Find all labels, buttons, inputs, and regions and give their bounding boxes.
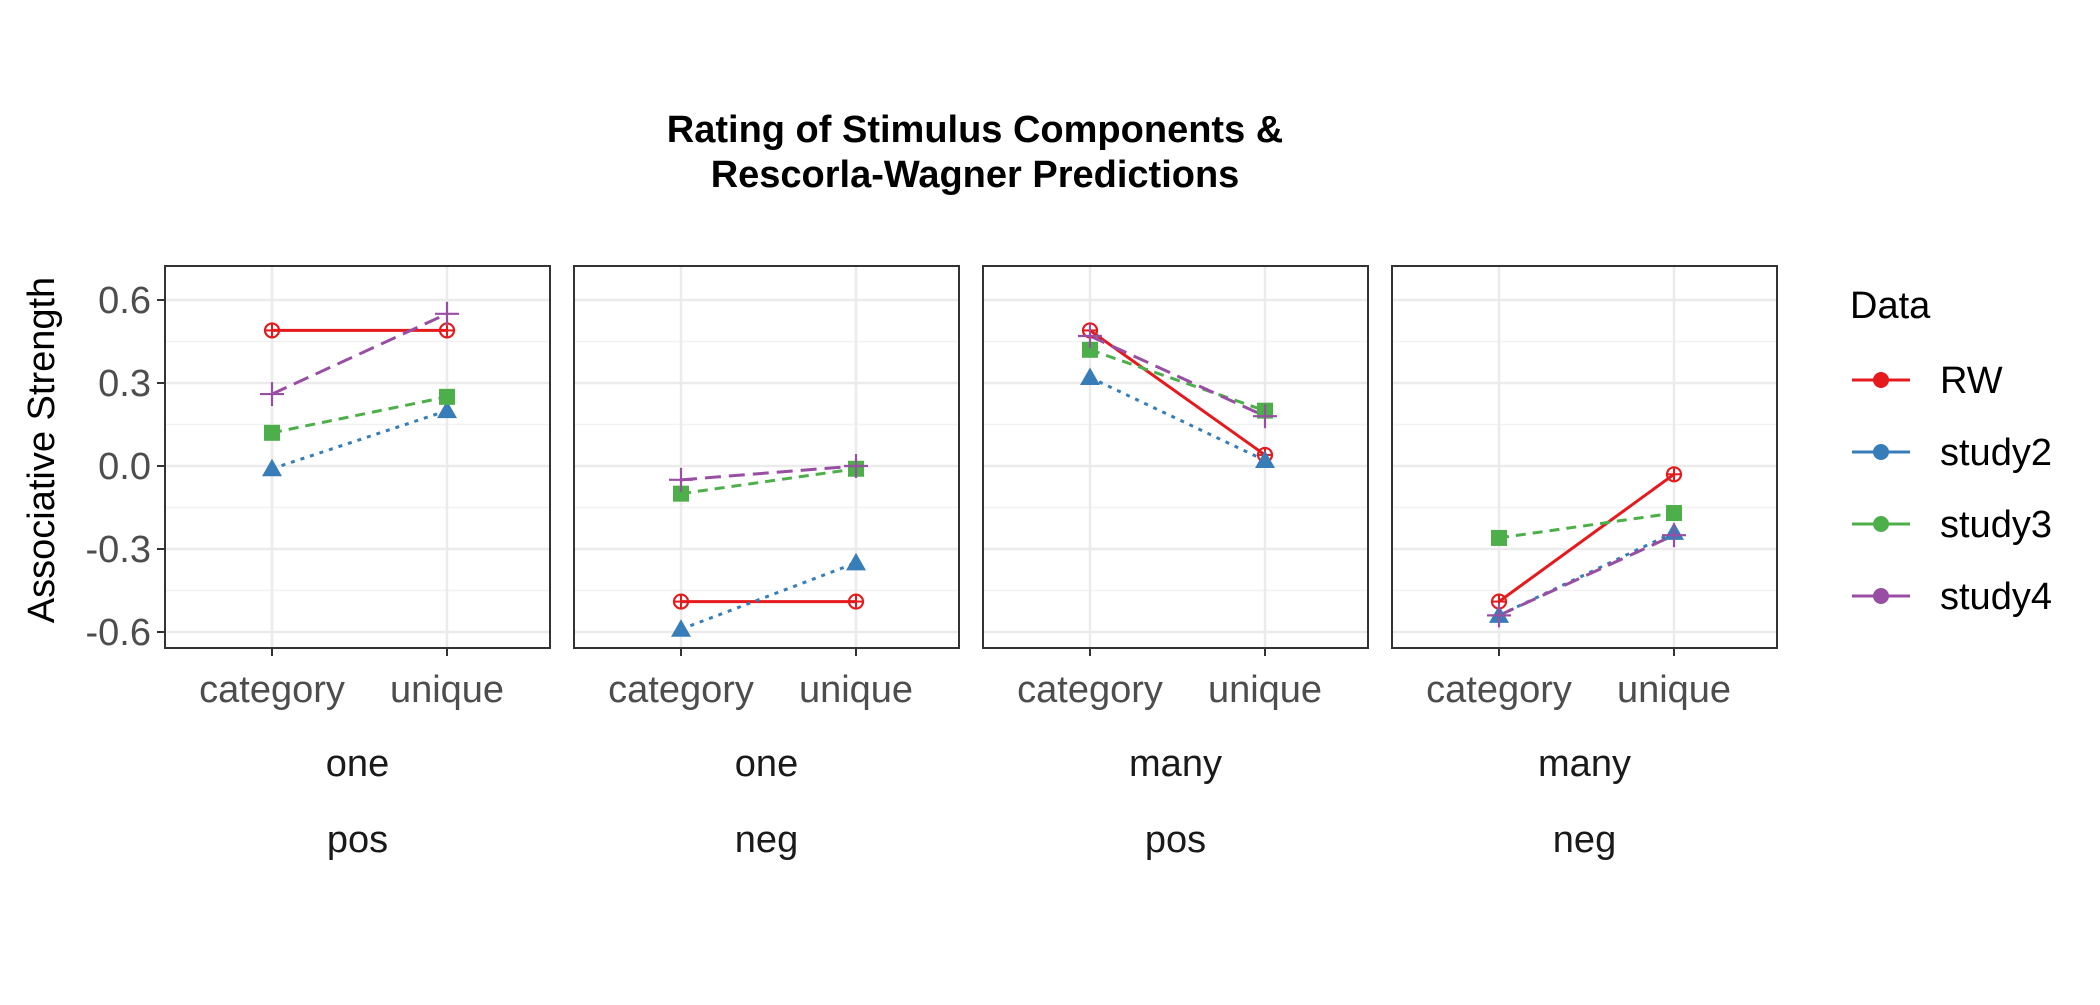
x-tick-label-category: category	[1426, 669, 1572, 711]
x-tick-label-unique: unique	[390, 669, 504, 711]
panel-background	[574, 266, 959, 648]
facet-label-row2: neg	[1553, 819, 1616, 861]
series-line-RW	[1089, 329, 1266, 457]
legend-label-study4: study4	[1940, 576, 2052, 618]
legend: RW study2 study3 study4	[1852, 360, 2052, 618]
legend-title: Data	[1850, 285, 1931, 327]
y-axis: -0.6 -0.3 0.0 0.3 0.6	[86, 280, 165, 654]
x-tick-label-category: category	[1017, 669, 1163, 711]
series-line-study4	[271, 312, 448, 396]
legend-key-dot	[1873, 444, 1889, 460]
series-line-study4	[1089, 334, 1266, 418]
y-tick-label: 0.6	[98, 280, 151, 322]
legend-key-dot	[1873, 588, 1889, 604]
data-point-study4-category	[669, 467, 693, 492]
facet-label-row2: pos	[1145, 819, 1206, 861]
series-line-study2	[271, 409, 448, 471]
data-point-study4-category	[260, 382, 284, 407]
chart-title-line2: Rescorla-Wagner Predictions	[711, 154, 1240, 196]
data-point-study4-unique	[1253, 404, 1277, 429]
legend-item-RW: RW	[1852, 360, 2003, 402]
legend-item-study2: study2	[1852, 432, 2052, 474]
panel-border	[1391, 265, 1778, 649]
legend-label-study2: study2	[1940, 432, 2052, 474]
legend-item-study4: study4	[1852, 576, 2052, 618]
panel-background	[983, 266, 1368, 648]
data-point-study4-unique	[1662, 523, 1686, 548]
panel-border	[573, 265, 960, 649]
series-line-study3	[271, 395, 448, 435]
legend-key-dot	[1873, 516, 1889, 532]
facet-label-row1: one	[735, 743, 798, 785]
data-point-RW-unique	[847, 593, 865, 610]
data-point-study4-category	[1078, 323, 1102, 348]
x-tick-label-category: category	[608, 669, 754, 711]
data-point-study2-unique	[1255, 450, 1275, 468]
data-point-RW-category	[672, 593, 690, 610]
facet-label-row1: many	[1538, 743, 1631, 785]
data-point-study4-unique	[435, 301, 459, 326]
facet-label-row1: many	[1129, 743, 1222, 785]
data-point-study3-category	[1082, 341, 1098, 358]
series-line-study4	[680, 464, 857, 482]
data-point-study3-unique	[439, 388, 455, 405]
data-point-study2-unique	[437, 400, 457, 419]
x-tick-label-unique: unique	[1208, 669, 1322, 711]
series-line-study3	[1498, 511, 1675, 540]
chart-title-line1: Rating of Stimulus Components &	[667, 109, 1283, 151]
y-tick-label: -0.6	[86, 612, 151, 654]
series-line-study2	[1089, 376, 1266, 462]
facet-label-row2: neg	[735, 819, 798, 861]
y-tick-label: -0.3	[86, 529, 151, 571]
legend-item-study3: study3	[1852, 504, 2052, 546]
legend-key-dot	[1873, 372, 1889, 388]
x-tick-label-category: category	[199, 669, 345, 711]
data-point-study3-category	[673, 485, 689, 502]
data-point-study3-category	[1491, 529, 1507, 546]
series-line-study4	[1498, 533, 1675, 617]
data-point-study2-category	[671, 619, 691, 637]
data-point-study4-category	[1487, 603, 1511, 628]
y-axis-title: Associative Strength	[21, 277, 63, 623]
data-point-RW-category	[263, 322, 281, 339]
series-line-study2	[680, 561, 857, 631]
facet-label-row1: one	[326, 743, 389, 785]
facet-panel-4: category unique many neg	[1391, 265, 1778, 861]
legend-label-RW: RW	[1940, 360, 2003, 402]
panel-background	[1392, 266, 1777, 648]
series-line-study3	[1089, 348, 1266, 413]
data-point-RW-unique	[1665, 466, 1683, 483]
facet-panel-3: category unique many pos	[982, 265, 1369, 861]
data-point-study2-unique	[846, 552, 866, 571]
x-tick-label-unique: unique	[799, 669, 913, 711]
y-tick-label: 0.3	[98, 363, 151, 405]
legend-label-study3: study3	[1940, 504, 2052, 546]
facet-label-row2: pos	[327, 819, 388, 861]
x-tick-label-unique: unique	[1617, 669, 1731, 711]
panel-border	[982, 265, 1369, 649]
data-point-study4-unique	[844, 454, 868, 478]
data-point-study3-unique	[1666, 505, 1682, 522]
panel-border	[164, 265, 551, 649]
series-line-study3	[680, 467, 857, 496]
y-tick-label: 0.0	[98, 446, 151, 488]
series-line-RW	[1498, 473, 1675, 603]
data-point-study2-category	[1080, 367, 1100, 385]
data-point-study2-category	[262, 458, 282, 477]
data-point-study3-category	[264, 424, 280, 441]
